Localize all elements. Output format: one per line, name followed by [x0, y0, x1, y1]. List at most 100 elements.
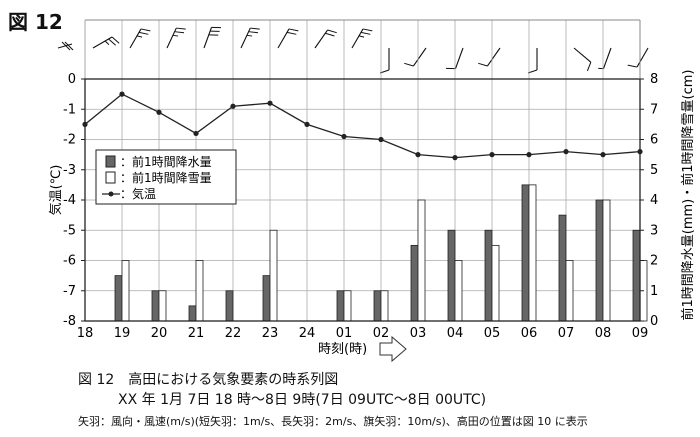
- wind-barb: [379, 48, 390, 74]
- x-tick-label: 04: [447, 326, 464, 341]
- legend-swatch-snow: [105, 171, 116, 184]
- legend-box: [95, 149, 237, 205]
- x-tick-label: 21: [188, 326, 205, 341]
- snow-bar: [565, 260, 574, 322]
- wind-barb: [203, 26, 222, 49]
- precip-bar: [151, 290, 160, 322]
- wind-long-barb: [325, 32, 335, 37]
- wind-barb: [240, 27, 260, 49]
- temperature-point: [415, 152, 421, 158]
- legend-entry: ：気温: [120, 186, 156, 201]
- figure-caption: 図 12 高田における気象要素の時系列図 XX 年 1月 7日 18 時～8日 …: [78, 370, 588, 432]
- y-tick-right: 5: [650, 163, 658, 178]
- x-tick-label: 06: [521, 326, 538, 341]
- precip-bar: [188, 305, 197, 322]
- temperature-point: [341, 133, 347, 140]
- wind-long-barb: [478, 62, 488, 67]
- y-tick-left: 0: [68, 72, 76, 87]
- precip-bar: [484, 229, 493, 322]
- wind-long-barb: [288, 28, 299, 32]
- wind-staff: [412, 47, 427, 67]
- wind-staff: [573, 47, 592, 63]
- temperature-point: [600, 152, 606, 158]
- wind-scale-stroke: [57, 43, 73, 49]
- temperature-point: [193, 130, 199, 137]
- wind-staff: [314, 29, 329, 49]
- x-tick-label: 05: [484, 326, 501, 341]
- temperature-point: [563, 149, 569, 155]
- legend: ：前1時間降水量：前1時間降雪量：気温: [95, 149, 237, 205]
- legend-swatch-point: [108, 191, 114, 197]
- y-tick-left: -2: [63, 133, 76, 148]
- y-tick-right: 2: [650, 254, 658, 269]
- wind-long-barb: [248, 31, 259, 34]
- snow-bar: [602, 199, 611, 322]
- caption-period: XX 年 1月 7日 18 時～8日 9時(7日 09UTC～8日 00UTC): [118, 392, 487, 408]
- snow-bar: [454, 260, 463, 322]
- wind-staff: [203, 27, 213, 49]
- y-tick-right: 1: [650, 284, 658, 299]
- wind-barb: [598, 47, 612, 70]
- wind-staff: [277, 28, 290, 49]
- y-tick-right: 4: [650, 193, 658, 208]
- wind-long-barb: [108, 38, 117, 46]
- wind-long-barb: [250, 27, 260, 30]
- x-tick-label: 20: [151, 326, 168, 341]
- wind-staff: [636, 47, 649, 68]
- precip-bar: [632, 229, 641, 322]
- snow-bar: [380, 290, 389, 322]
- wind-long-barb: [138, 31, 149, 35]
- y-axis-label-left: 気温(℃): [48, 165, 64, 216]
- x-tick-label: 19: [114, 326, 131, 341]
- wind-staff: [92, 36, 113, 49]
- x-tick-label: 08: [595, 326, 612, 341]
- x-tick-label: 22: [225, 326, 242, 341]
- x-tick-label: 03: [410, 326, 427, 341]
- caption-note: 矢羽：風向・風速(m/s)(短矢羽：1m/s、長矢羽：2m/s、旗矢羽：10m/…: [78, 415, 588, 428]
- wind-staff: [602, 47, 612, 69]
- snow-bar: [121, 260, 130, 322]
- temperature-point: [119, 91, 125, 97]
- wind-staff: [240, 27, 251, 49]
- snow-bar: [158, 290, 167, 322]
- wind-barb: [314, 29, 337, 49]
- x-tick-label: 24: [299, 326, 316, 341]
- precip-bar: [225, 290, 234, 322]
- wind-staff: [351, 28, 364, 49]
- x-tick-label: 18: [77, 326, 94, 341]
- wind-barb: [527, 48, 538, 74]
- figure-label: 図 12: [8, 10, 63, 34]
- wind-barb: [351, 28, 373, 49]
- temperature-point: [156, 109, 162, 115]
- wind-scale-icon: [57, 41, 74, 51]
- wind-staff: [129, 28, 142, 49]
- wind-long-barb: [176, 27, 186, 30]
- wind-scale-stroke: [61, 41, 71, 51]
- precip-bar: [262, 275, 271, 322]
- wind-long-barb: [586, 61, 592, 72]
- precip-bar: [373, 290, 382, 322]
- legend-entry: ：前1時間降雪量: [120, 170, 212, 185]
- temperature-point: [489, 152, 495, 158]
- wind-long-barb: [111, 36, 120, 44]
- y-tick-right: 6: [650, 133, 658, 148]
- wind-long-barb: [379, 69, 390, 74]
- wind-long-barb: [286, 31, 297, 35]
- wind-barb: [627, 47, 649, 68]
- wind-barb: [478, 47, 501, 67]
- x-tick-label: 01: [336, 326, 353, 341]
- temperature-point: [304, 121, 310, 127]
- precip-bar: [521, 184, 530, 322]
- y-tick-left: -3: [63, 163, 76, 178]
- snow-bar: [491, 244, 500, 322]
- arrow-right-icon: [379, 335, 407, 363]
- wind-long-barb: [174, 31, 185, 34]
- precip-bar: [114, 275, 123, 322]
- wind-scale-stroke: [64, 41, 74, 51]
- x-tick-label: 09: [632, 326, 649, 341]
- snow-bar: [195, 260, 204, 322]
- wind-barb: [129, 28, 151, 49]
- wind-long-barb: [404, 62, 414, 67]
- wind-staff: [166, 27, 177, 49]
